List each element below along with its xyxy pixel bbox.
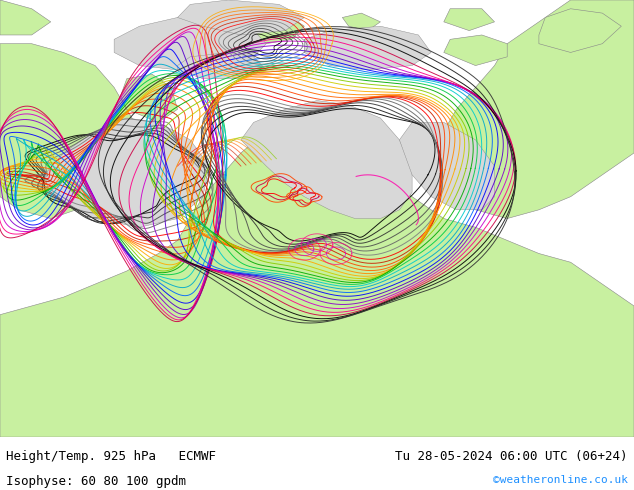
Text: Tu 28-05-2024 06:00 UTC (06+24): Tu 28-05-2024 06:00 UTC (06+24) [395, 450, 628, 464]
Text: Height/Temp. 925 hPa   ECMWF: Height/Temp. 925 hPa ECMWF [6, 450, 216, 464]
Text: Isophyse: 60 80 100 gpdm: Isophyse: 60 80 100 gpdm [6, 475, 186, 488]
Text: ©weatheronline.co.uk: ©weatheronline.co.uk [493, 475, 628, 485]
